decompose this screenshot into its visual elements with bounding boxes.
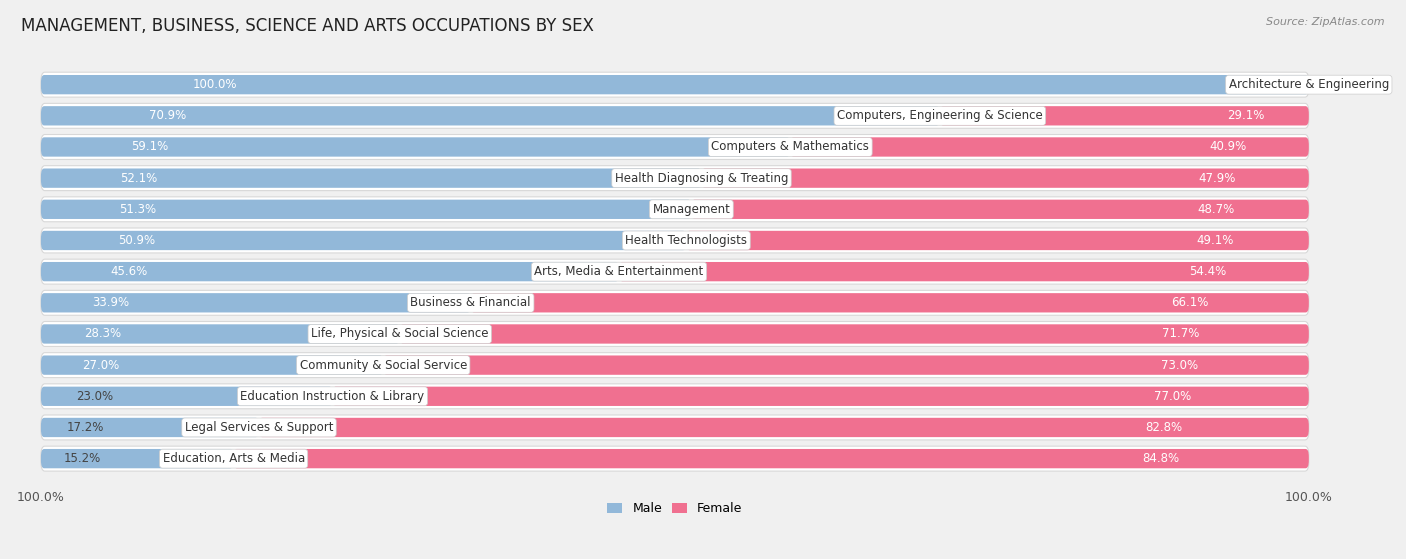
FancyBboxPatch shape <box>259 418 1309 437</box>
Legend: Male, Female: Male, Female <box>607 503 742 515</box>
Text: 59.1%: 59.1% <box>131 140 169 154</box>
FancyBboxPatch shape <box>41 200 692 219</box>
Text: 70.9%: 70.9% <box>149 110 186 122</box>
FancyBboxPatch shape <box>471 293 1309 312</box>
FancyBboxPatch shape <box>41 75 1309 94</box>
Text: 50.9%: 50.9% <box>118 234 156 247</box>
Text: Education, Arts & Media: Education, Arts & Media <box>163 452 305 465</box>
FancyBboxPatch shape <box>41 446 1309 471</box>
Text: Arts, Media & Entertainment: Arts, Media & Entertainment <box>534 265 704 278</box>
Text: 71.7%: 71.7% <box>1163 328 1199 340</box>
Text: 15.2%: 15.2% <box>65 452 101 465</box>
Text: Computers, Engineering & Science: Computers, Engineering & Science <box>837 110 1043 122</box>
FancyBboxPatch shape <box>41 168 702 188</box>
FancyBboxPatch shape <box>41 103 1309 128</box>
FancyBboxPatch shape <box>41 415 1309 440</box>
Text: 48.7%: 48.7% <box>1198 203 1234 216</box>
FancyBboxPatch shape <box>41 384 1309 409</box>
Text: MANAGEMENT, BUSINESS, SCIENCE AND ARTS OCCUPATIONS BY SEX: MANAGEMENT, BUSINESS, SCIENCE AND ARTS O… <box>21 17 593 35</box>
FancyBboxPatch shape <box>41 165 1309 191</box>
FancyBboxPatch shape <box>399 324 1309 344</box>
Text: 82.8%: 82.8% <box>1146 421 1182 434</box>
FancyBboxPatch shape <box>41 293 471 312</box>
FancyBboxPatch shape <box>233 449 1309 468</box>
FancyBboxPatch shape <box>41 231 686 250</box>
FancyBboxPatch shape <box>41 321 1309 347</box>
Text: 40.9%: 40.9% <box>1209 140 1247 154</box>
Text: 77.0%: 77.0% <box>1154 390 1192 403</box>
FancyBboxPatch shape <box>41 228 1309 253</box>
Text: Business & Financial: Business & Financial <box>411 296 531 309</box>
FancyBboxPatch shape <box>619 262 1309 281</box>
Text: 84.8%: 84.8% <box>1143 452 1180 465</box>
Text: Computers & Mathematics: Computers & Mathematics <box>711 140 869 154</box>
Text: 73.0%: 73.0% <box>1160 359 1198 372</box>
Text: 100.0%: 100.0% <box>193 78 238 91</box>
Text: 28.3%: 28.3% <box>84 328 121 340</box>
Text: Life, Physical & Social Science: Life, Physical & Social Science <box>311 328 488 340</box>
Text: 33.9%: 33.9% <box>93 296 129 309</box>
Text: 45.6%: 45.6% <box>110 265 148 278</box>
Text: 47.9%: 47.9% <box>1198 172 1236 184</box>
Text: Management: Management <box>652 203 730 216</box>
Text: Health Technologists: Health Technologists <box>626 234 747 247</box>
Text: Community & Social Service: Community & Social Service <box>299 359 467 372</box>
FancyBboxPatch shape <box>41 387 333 406</box>
FancyBboxPatch shape <box>41 356 384 375</box>
Text: Source: ZipAtlas.com: Source: ZipAtlas.com <box>1267 17 1385 27</box>
Text: Legal Services & Support: Legal Services & Support <box>184 421 333 434</box>
Text: Architecture & Engineering: Architecture & Engineering <box>1229 78 1389 91</box>
FancyBboxPatch shape <box>41 197 1309 222</box>
FancyBboxPatch shape <box>790 138 1309 157</box>
FancyBboxPatch shape <box>41 106 939 125</box>
FancyBboxPatch shape <box>41 449 233 468</box>
FancyBboxPatch shape <box>686 231 1309 250</box>
FancyBboxPatch shape <box>692 200 1309 219</box>
Text: 51.3%: 51.3% <box>120 203 156 216</box>
FancyBboxPatch shape <box>41 138 790 157</box>
Text: Health Diagnosing & Treating: Health Diagnosing & Treating <box>614 172 789 184</box>
Text: 49.1%: 49.1% <box>1197 234 1234 247</box>
Text: 29.1%: 29.1% <box>1227 110 1264 122</box>
FancyBboxPatch shape <box>384 356 1309 375</box>
FancyBboxPatch shape <box>41 418 259 437</box>
Text: 17.2%: 17.2% <box>67 421 104 434</box>
FancyBboxPatch shape <box>333 387 1309 406</box>
FancyBboxPatch shape <box>41 353 1309 377</box>
Text: 54.4%: 54.4% <box>1189 265 1226 278</box>
Text: 52.1%: 52.1% <box>120 172 157 184</box>
FancyBboxPatch shape <box>41 262 619 281</box>
FancyBboxPatch shape <box>41 72 1309 97</box>
FancyBboxPatch shape <box>702 168 1309 188</box>
FancyBboxPatch shape <box>41 324 399 344</box>
FancyBboxPatch shape <box>41 259 1309 284</box>
FancyBboxPatch shape <box>41 290 1309 315</box>
Text: Education Instruction & Library: Education Instruction & Library <box>240 390 425 403</box>
FancyBboxPatch shape <box>939 106 1309 125</box>
Text: 66.1%: 66.1% <box>1171 296 1208 309</box>
Text: 23.0%: 23.0% <box>76 390 112 403</box>
Text: 27.0%: 27.0% <box>82 359 120 372</box>
FancyBboxPatch shape <box>41 135 1309 159</box>
